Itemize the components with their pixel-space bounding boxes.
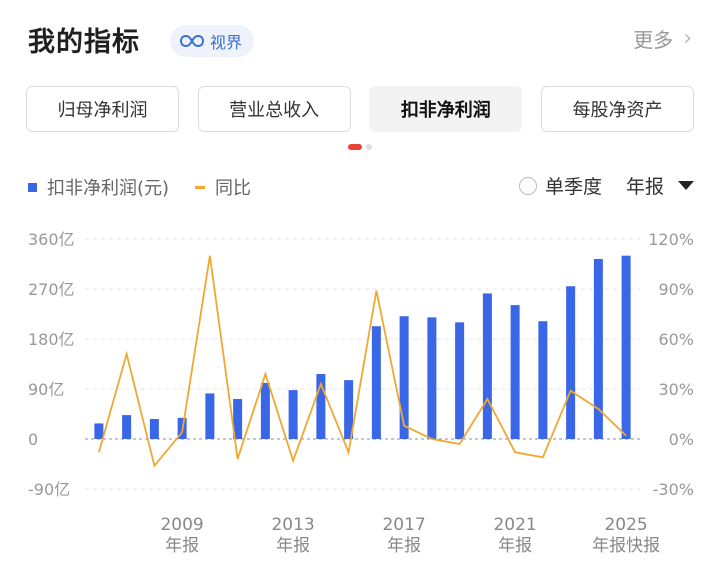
chart-bar bbox=[233, 399, 243, 439]
line-legend-swatch bbox=[195, 185, 206, 189]
more-label: 更多 bbox=[633, 28, 674, 52]
right-axis-tick: -30% bbox=[653, 480, 694, 499]
page-title: 我的指标 bbox=[28, 27, 140, 58]
right-axis-tick: 30% bbox=[658, 380, 694, 399]
pager-dot bbox=[366, 144, 372, 150]
x-axis-year-label: 2013 bbox=[271, 515, 314, 535]
left-axis-tick: 90亿 bbox=[28, 380, 64, 399]
x-axis-year-label: 2009 bbox=[160, 515, 203, 535]
chart-bar bbox=[593, 259, 603, 439]
left-axis-tick: 180亿 bbox=[28, 330, 75, 349]
chart-bar bbox=[122, 415, 132, 439]
left-axis-tick: -90亿 bbox=[28, 480, 70, 499]
x-axis-period-label: 年报快报 bbox=[592, 536, 660, 556]
right-axis-tick: 0% bbox=[669, 430, 694, 449]
caret-down-icon[interactable] bbox=[678, 181, 694, 190]
x-axis-period-label: 年报 bbox=[498, 536, 532, 556]
tab-pager bbox=[348, 144, 372, 150]
vision-label: 视界 bbox=[210, 33, 243, 52]
chart-bar bbox=[149, 419, 159, 439]
chart-bar bbox=[566, 286, 576, 439]
x-axis-year-label: 2021 bbox=[493, 515, 536, 535]
metric-tabs: 归母净利润 营业总收入 扣非净利润 每股净资产 bbox=[26, 86, 694, 132]
chart-bar bbox=[482, 293, 492, 439]
line-legend-label: 同比 bbox=[215, 178, 252, 199]
single-quarter-label[interactable]: 单季度 bbox=[544, 176, 602, 198]
chart-bar bbox=[538, 321, 548, 439]
bar-legend-label: 扣非净利润(元) bbox=[47, 178, 170, 199]
x-axis-year-label: 2017 bbox=[382, 515, 425, 535]
tab-deducted-net-profit[interactable]: 扣非净利润 bbox=[369, 86, 523, 132]
tab-total-revenue[interactable]: 营业总收入 bbox=[197, 86, 351, 132]
chevron-right-icon: › bbox=[683, 26, 692, 51]
right-axis-tick: 60% bbox=[658, 330, 694, 349]
period-select-label[interactable]: 年报 bbox=[625, 176, 664, 198]
x-axis-period-label: 年报 bbox=[387, 536, 421, 556]
chart-bar bbox=[371, 326, 381, 439]
chart-bar bbox=[621, 255, 631, 439]
pager-dot-active bbox=[348, 144, 362, 150]
single-quarter-radio[interactable] bbox=[518, 176, 537, 195]
infinity-icon bbox=[180, 34, 204, 48]
chart-bar bbox=[455, 322, 465, 439]
chart-controls: 单季度 年报 bbox=[518, 172, 694, 199]
chart-bar bbox=[288, 390, 298, 439]
yoy-line bbox=[98, 255, 627, 468]
x-axis-period-label: 年报 bbox=[276, 536, 310, 556]
right-axis-tick: 90% bbox=[658, 280, 694, 299]
vision-badge[interactable]: 视界 bbox=[170, 25, 255, 57]
x-axis-year-label: 2025 bbox=[604, 515, 647, 535]
more-link[interactable]: 更多 › bbox=[633, 24, 692, 53]
chart-bar bbox=[399, 316, 409, 439]
chart-bar bbox=[260, 382, 270, 439]
chart-legend: 扣非净利润(元) 同比 bbox=[28, 174, 251, 200]
left-axis-tick: 0 bbox=[28, 430, 38, 449]
chart-bar bbox=[205, 393, 215, 439]
chart-bar bbox=[316, 374, 326, 439]
chart-bar bbox=[94, 423, 104, 439]
tab-net-assets-per-share[interactable]: 每股净资产 bbox=[540, 86, 694, 132]
tab-net-profit-attributable[interactable]: 归母净利润 bbox=[26, 86, 179, 132]
chart-bar bbox=[344, 380, 354, 439]
left-axis-tick: 270亿 bbox=[28, 280, 75, 299]
right-axis-tick: 120% bbox=[648, 230, 694, 249]
profit-chart: 360亿 120% 270亿 90% 180亿 60% 90亿 30% 0 0% -90亿 -30% 2… bbox=[28, 230, 694, 556]
bar-legend-swatch bbox=[28, 182, 37, 192]
left-axis-tick: 360亿 bbox=[28, 230, 75, 249]
x-axis-period-label: 年报 bbox=[165, 536, 199, 556]
chart-bar bbox=[510, 305, 520, 439]
chart-bar bbox=[427, 317, 437, 439]
